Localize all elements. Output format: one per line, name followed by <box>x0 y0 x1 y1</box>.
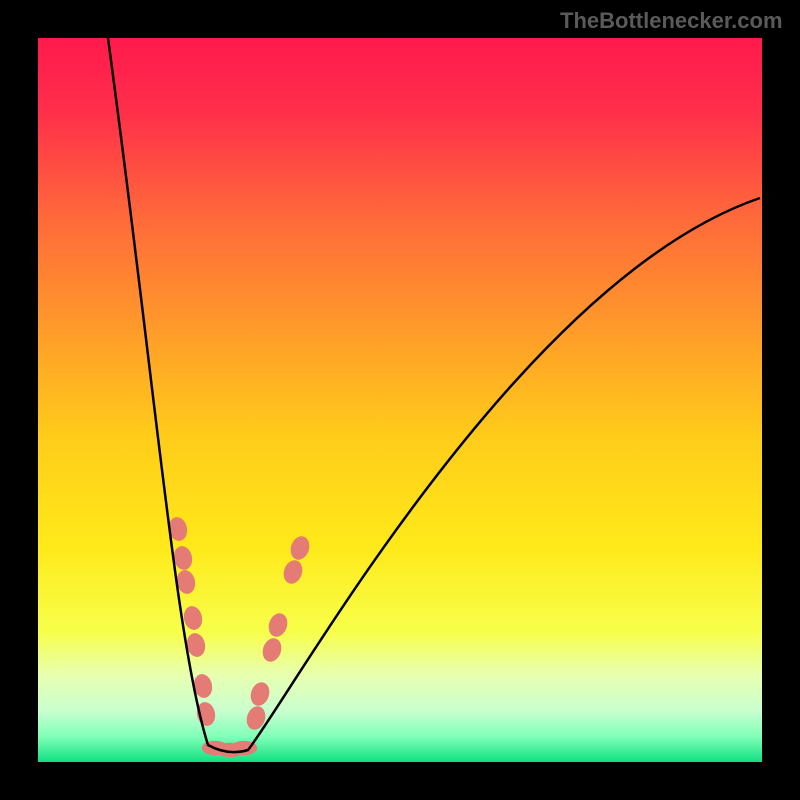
curve-layer <box>0 0 800 800</box>
curve-lobe <box>288 534 313 562</box>
watermark-text: TheBottlenecker.com <box>560 8 783 34</box>
chart-container: TheBottlenecker.com <box>0 0 800 800</box>
lobes-group <box>167 515 313 757</box>
curve-lobe <box>281 558 306 586</box>
curve-lobe <box>182 604 205 631</box>
curve-lobe <box>248 680 273 708</box>
curve-lobe <box>266 611 291 639</box>
curve-lobe <box>260 636 285 664</box>
